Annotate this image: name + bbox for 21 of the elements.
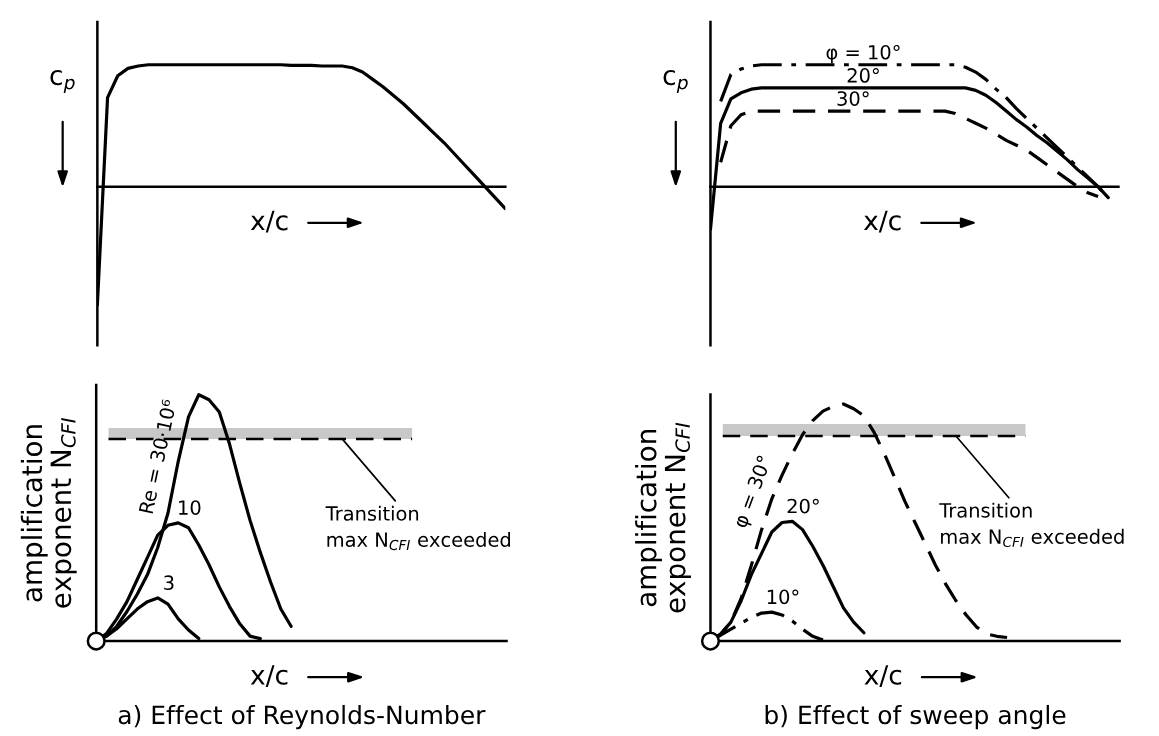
x-axis-title: x/c (250, 665, 288, 687)
y-axis-title: amplification exponent N$_{CFI}$ (20, 418, 77, 608)
ref-line-label: Transition max N$_{CFI}$ exceeded (939, 502, 1124, 548)
x-axis-title: x/c (250, 210, 288, 233)
text: a) Effect of Reynolds-Number (118, 704, 486, 730)
series-label: φ = 10° (826, 44, 900, 64)
series-label: 30° (837, 91, 869, 106)
series-label: 10° (767, 589, 799, 605)
series-label: 20° (787, 498, 819, 514)
y-axis-title: c$_{p}$ (663, 70, 688, 93)
text: b) Effect of sweep angle (765, 704, 1066, 730)
text: Re = 30·10⁶ (138, 398, 177, 514)
x-axis-title: x/c (863, 210, 901, 233)
y-axis-title: amplification exponent N$_{CFI}$ (635, 422, 691, 613)
x-axis-title: x/c (864, 665, 902, 687)
series-label: 3 (164, 575, 174, 591)
text: φ = 30° (732, 454, 776, 530)
ref-line-label: Transition max N$_{CFI}$ exceeded (325, 505, 511, 551)
series-label: 20° (847, 68, 879, 83)
y-axis-title: c$_{p}$ (50, 70, 75, 93)
series-label: 10 (179, 500, 201, 515)
